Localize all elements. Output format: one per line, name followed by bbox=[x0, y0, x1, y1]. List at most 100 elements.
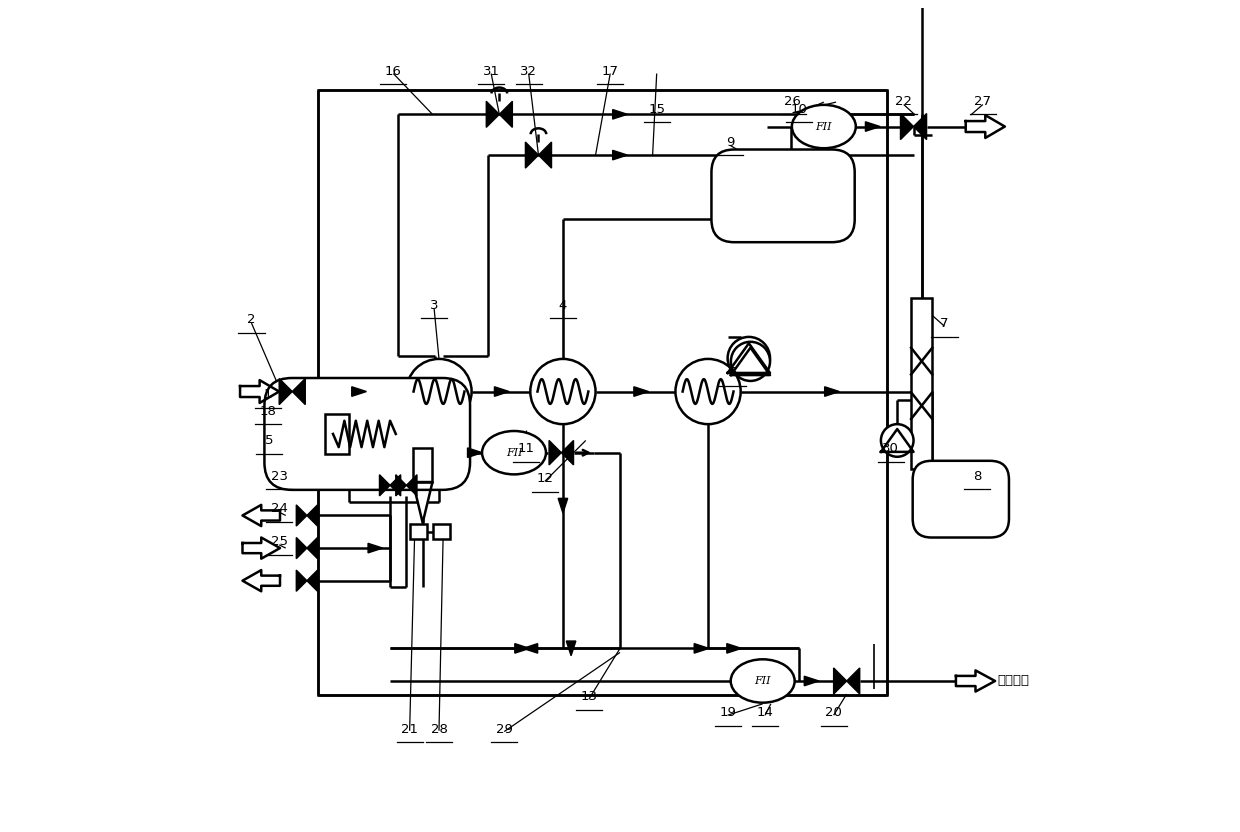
Polygon shape bbox=[296, 570, 308, 592]
Text: 14: 14 bbox=[756, 706, 774, 720]
Polygon shape bbox=[368, 543, 383, 552]
Text: 6: 6 bbox=[728, 366, 737, 379]
Text: 30: 30 bbox=[883, 442, 899, 455]
Polygon shape bbox=[243, 505, 280, 526]
Polygon shape bbox=[486, 102, 500, 127]
Text: 31: 31 bbox=[482, 65, 500, 77]
Text: 7: 7 bbox=[940, 317, 949, 330]
Polygon shape bbox=[352, 387, 367, 396]
Polygon shape bbox=[241, 380, 279, 403]
Polygon shape bbox=[956, 671, 994, 691]
Polygon shape bbox=[805, 676, 818, 686]
Circle shape bbox=[676, 359, 740, 424]
Text: 28: 28 bbox=[430, 723, 448, 735]
Text: 29: 29 bbox=[496, 723, 512, 735]
Ellipse shape bbox=[792, 105, 856, 148]
Polygon shape bbox=[391, 475, 401, 496]
Polygon shape bbox=[308, 537, 317, 559]
Polygon shape bbox=[538, 142, 552, 168]
Polygon shape bbox=[413, 482, 433, 522]
Polygon shape bbox=[847, 668, 859, 694]
Text: 10: 10 bbox=[791, 103, 807, 116]
Text: 18: 18 bbox=[259, 404, 277, 418]
Polygon shape bbox=[558, 498, 568, 513]
Polygon shape bbox=[634, 387, 649, 396]
Polygon shape bbox=[728, 344, 770, 373]
Text: 13: 13 bbox=[580, 690, 598, 703]
Ellipse shape bbox=[482, 431, 546, 474]
Circle shape bbox=[531, 359, 595, 424]
Polygon shape bbox=[296, 505, 308, 526]
Polygon shape bbox=[562, 440, 574, 465]
Text: 32: 32 bbox=[520, 65, 537, 77]
Polygon shape bbox=[727, 644, 742, 653]
Polygon shape bbox=[900, 113, 914, 140]
Polygon shape bbox=[613, 110, 627, 119]
Text: 1: 1 bbox=[264, 389, 272, 401]
Polygon shape bbox=[500, 102, 512, 127]
FancyBboxPatch shape bbox=[712, 150, 854, 242]
Polygon shape bbox=[523, 644, 538, 653]
Circle shape bbox=[730, 342, 770, 381]
Circle shape bbox=[407, 359, 471, 424]
Text: 26: 26 bbox=[785, 95, 801, 108]
Polygon shape bbox=[866, 121, 880, 131]
Text: 3: 3 bbox=[430, 299, 439, 312]
Text: 15: 15 bbox=[649, 103, 665, 116]
Bar bbox=[319, 90, 888, 695]
Bar bbox=[410, 524, 427, 539]
Circle shape bbox=[880, 424, 914, 457]
Polygon shape bbox=[495, 387, 510, 396]
Bar bbox=[911, 298, 932, 469]
Polygon shape bbox=[833, 668, 847, 694]
Ellipse shape bbox=[730, 659, 795, 703]
Text: 27: 27 bbox=[975, 95, 991, 108]
Polygon shape bbox=[293, 379, 305, 404]
Polygon shape bbox=[966, 115, 1004, 138]
Text: 22: 22 bbox=[895, 95, 913, 108]
Bar bbox=[433, 524, 450, 539]
Polygon shape bbox=[694, 644, 709, 653]
FancyBboxPatch shape bbox=[264, 378, 470, 490]
Polygon shape bbox=[730, 348, 770, 375]
Text: 5: 5 bbox=[265, 434, 274, 447]
Polygon shape bbox=[308, 570, 317, 592]
Polygon shape bbox=[567, 641, 575, 656]
Text: 25: 25 bbox=[270, 535, 288, 548]
Text: 23: 23 bbox=[270, 470, 288, 483]
Text: FII: FII bbox=[506, 448, 522, 458]
Text: 11: 11 bbox=[518, 442, 534, 455]
Polygon shape bbox=[407, 475, 417, 496]
Polygon shape bbox=[296, 537, 308, 559]
FancyBboxPatch shape bbox=[913, 461, 1009, 537]
Bar bbox=[325, 414, 350, 454]
Bar bbox=[413, 448, 433, 482]
Text: 9: 9 bbox=[725, 136, 734, 149]
Polygon shape bbox=[526, 142, 538, 168]
Polygon shape bbox=[396, 475, 407, 496]
Polygon shape bbox=[613, 151, 627, 160]
Polygon shape bbox=[243, 570, 280, 592]
Text: 4: 4 bbox=[559, 299, 567, 312]
Polygon shape bbox=[914, 113, 926, 140]
Text: 17: 17 bbox=[601, 65, 619, 77]
Text: 12: 12 bbox=[537, 473, 553, 485]
Polygon shape bbox=[379, 475, 391, 496]
Polygon shape bbox=[308, 505, 317, 526]
Text: 8: 8 bbox=[973, 470, 981, 483]
Polygon shape bbox=[515, 644, 529, 653]
Polygon shape bbox=[279, 379, 293, 404]
Text: 24: 24 bbox=[270, 503, 288, 516]
Polygon shape bbox=[549, 440, 562, 465]
Polygon shape bbox=[880, 429, 914, 452]
Text: FII: FII bbox=[754, 676, 771, 686]
Text: 21: 21 bbox=[401, 723, 418, 735]
Circle shape bbox=[728, 337, 770, 379]
Text: 16: 16 bbox=[384, 65, 402, 77]
Polygon shape bbox=[243, 537, 280, 559]
Polygon shape bbox=[825, 387, 839, 396]
Text: FII: FII bbox=[816, 121, 832, 131]
Text: 19: 19 bbox=[719, 706, 737, 720]
Polygon shape bbox=[467, 448, 482, 458]
Text: 产品罐区: 产品罐区 bbox=[997, 675, 1029, 687]
